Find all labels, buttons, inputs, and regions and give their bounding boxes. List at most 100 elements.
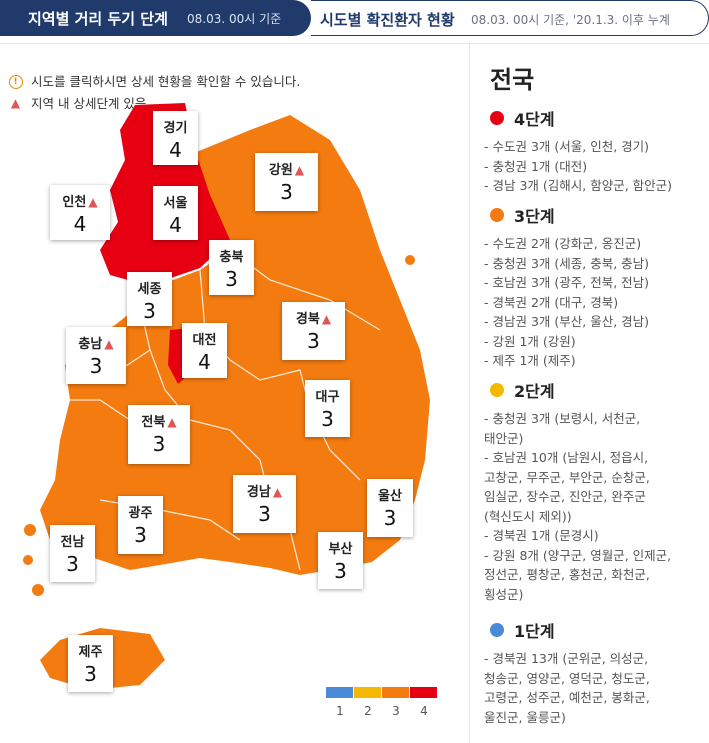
region-level: 3 [258,502,271,526]
level-items: - 충청권 3개 (보령시, 서천군, 태안군) - 호남권 10개 (남원시,… [484,409,671,604]
note-detail-levels: ▲ 지역 내 상세단계 있음 [8,91,300,113]
region-level: 3 [152,432,166,456]
region-name: 인천 [62,195,87,210]
region-name: 전북 [141,415,166,430]
region-name: 대구 [315,390,340,405]
region-name: 충남 [78,337,103,352]
region-incheon[interactable]: 인천 ▲ 4 [50,185,110,240]
level4-group: 4단계 - 수도권 3개 (서울, 인천, 경기) - 충청권 1개 (대전) … [484,106,672,196]
region-name: 광주 [128,506,153,521]
region-level: 3 [383,506,397,530]
region-jeonnam[interactable]: 전남 3 [50,525,95,582]
warning-icon: ▲ [104,337,114,351]
level-item: 임실군, 장수군, 진안군, 완주군 [484,489,646,504]
region-name: 세종 [137,282,162,297]
level-item: - 경북권 1개 (문경시) [484,528,599,543]
level-dot [490,111,504,125]
level-legend: 1 2 3 4 [326,687,438,718]
level-items: - 수도권 2개 (강화군, 옹진군) - 충청권 3개 (세종, 충북, 충남… [484,234,649,371]
level-item: (혁신도시 제외)) [484,508,572,524]
region-name: 제주 [78,645,103,660]
region-name: 울산 [378,489,402,504]
tab-bar: 지역별 거리 두기 단계 08.03. 00시 기준 시도별 확진환자 현황 0… [0,0,709,36]
level-item: - 강원 8개 (양구군, 영월군, 인제군, [484,547,672,563]
region-ulsan[interactable]: 울산 3 [367,479,413,537]
tab-title: 시도별 확진환자 현황 [320,11,455,29]
region-name: 충북 [219,250,244,265]
region-level: 3 [84,662,97,686]
level-item: 횡성군) [484,586,524,602]
region-gwangju[interactable]: 광주 3 [118,496,163,554]
level-item: 청송군, 영양군, 영덕군, 청도군, [484,670,650,686]
region-level: 4 [198,350,211,374]
warning-icon: ▲ [272,485,283,499]
region-level: 4 [169,213,182,237]
panel-divider [469,44,470,743]
region-level: 3 [225,267,238,291]
warning-icon: ▲ [294,163,305,177]
level2-group: 2단계 - 충청권 3개 (보령시, 서천군, 태안군) - 호남권 10개 (… [484,378,671,604]
level-item: - 호남권 10개 (남원시, 정읍시, [484,450,649,465]
region-level: 3 [89,354,103,378]
region-sejong[interactable]: 세종 3 [127,272,172,326]
notes: ! 시도를 클릭하시면 상세 현황을 확인할 수 있습니다. ▲ 지역 내 상세… [8,69,300,113]
region-gangwon[interactable]: 강원 ▲ 3 [255,153,318,211]
level-item: 울진군, 울릉군) [484,709,566,725]
region-chungnam[interactable]: 충남 ▲ 3 [66,327,126,384]
tab-date: 08.03. 00시 기준 [187,12,282,26]
region-level: 3 [280,180,293,204]
level-item: 고창군, 무주군, 부안군, 순창군, [484,469,650,485]
level-item: - 경남 3개 (김해시, 함양군, 함안군) [484,178,673,193]
level-item: - 경북권 2개 (대구, 경북) [484,294,619,310]
region-level: 4 [169,138,182,162]
level-item: - 충청권 3개 (세종, 충북, 충남) [484,255,650,271]
region-daegu[interactable]: 대구 3 [305,380,350,437]
level-item: 고령군, 성주군, 예천군, 봉화군, [484,690,650,705]
region-daejeon[interactable]: 대전 4 [182,323,227,378]
legend-label: 4 [420,704,428,718]
level1-group: 1단계 - 경북권 13개 (군위군, 의성군, 청송군, 영양군, 영덕군, … [484,618,650,727]
legend-label: 3 [392,704,400,718]
region-gyeonggi[interactable]: 경기 4 [153,111,198,165]
level-item: - 호남권 3개 (광주, 전북, 전남) [484,275,650,290]
region-level: 3 [143,299,156,323]
warning-icon: ▲ [88,195,98,209]
region-level: 3 [321,407,334,431]
level-item: - 충청권 1개 (대전) [484,158,588,174]
region-name: 경기 [163,121,188,136]
legend-swatch-3 [382,687,409,698]
region-name: 경북 [295,312,320,327]
region-level: 3 [134,523,147,547]
level-items: - 경북권 13개 (군위군, 의성군, 청송군, 영양군, 영덕군, 청도군,… [484,649,650,727]
region-chungbuk[interactable]: 충북 3 [209,240,254,295]
region-gyeongbuk[interactable]: 경북 ▲ 3 [282,302,345,360]
warning-icon: ▲ [167,415,177,429]
region-name: 강원 [268,163,293,178]
region-name: 부산 [328,542,353,557]
region-jeonbuk[interactable]: 전북 ▲ 3 [128,405,190,464]
region-gyeongnam[interactable]: 경남 ▲ 3 [233,475,296,533]
level-item: - 수도권 2개 (강화군, 옹진군) [484,236,642,251]
region-name: 서울 [163,196,188,211]
level-label: 4단계 [514,110,555,129]
region-jeju[interactable]: 제주 3 [68,635,113,692]
tab-date: 08.03. 00시 기준, '20.1.3. 이후 누계 [471,13,670,27]
level-item: 정선군, 평창군, 홍천군, 화천군, [484,567,650,582]
region-busan[interactable]: 부산 3 [318,532,363,589]
level-item: - 제주 1개 (제주) [484,353,576,368]
level-dot [490,623,504,637]
level-item: - 수도권 3개 (서울, 인천, 경기) [484,139,650,154]
warning-icon: ▲ [10,95,21,110]
region-seoul[interactable]: 서울 4 [153,186,198,240]
region-level: 3 [66,552,79,576]
warning-icon: ▲ [321,312,332,326]
region-name: 전남 [60,535,85,550]
note-text: 지역 내 상세단계 있음 [31,95,147,111]
info-icon: ! [8,74,23,89]
tab-confirmed-cases[interactable]: 시도별 확진환자 현황 08.03. 00시 기준, '20.1.3. 이후 누… [311,0,709,36]
tab-distancing-levels[interactable]: 지역별 거리 두기 단계 08.03. 00시 기준 [0,0,311,36]
summary-title: 전국 [490,66,535,94]
level-label: 3단계 [514,207,555,226]
summary-panel: 전국 4단계 - 수도권 3개 (서울, 인천, 경기) - 충청권 1개 (대… [484,60,706,725]
region-name: 대전 [192,333,217,348]
